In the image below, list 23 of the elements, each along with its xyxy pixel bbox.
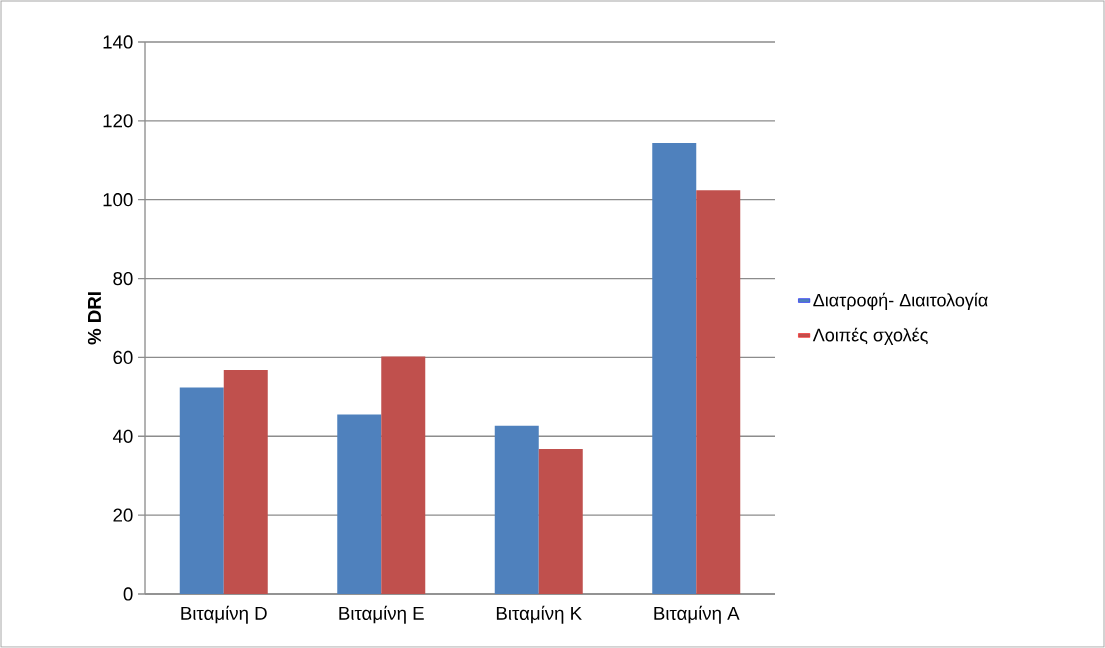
y-tick-label: 20 bbox=[113, 508, 133, 522]
legend-label: Λοιπές σχολές bbox=[812, 327, 928, 345]
y-tick-label: 0 bbox=[123, 587, 133, 601]
bar bbox=[337, 414, 382, 594]
bar bbox=[179, 387, 224, 594]
y-tick-label: 120 bbox=[103, 114, 133, 128]
y-tick-label: 140 bbox=[103, 35, 133, 49]
bar bbox=[538, 448, 583, 594]
bar bbox=[381, 356, 426, 594]
x-tick-label: Βιταμίνη K bbox=[496, 605, 582, 624]
x-tick-label: Βιταμίνη A bbox=[654, 605, 740, 624]
y-tick-label: 100 bbox=[103, 193, 133, 207]
bar bbox=[223, 370, 268, 594]
y-tick-label: 60 bbox=[113, 350, 133, 365]
x-tick-label: Βιταμίνη D bbox=[181, 605, 267, 624]
bar bbox=[652, 142, 697, 594]
legend-label: Διατροφή- Διαιτολογία bbox=[813, 292, 988, 311]
y-axis-title: % DRI bbox=[87, 292, 101, 345]
y-tick-label: 80 bbox=[113, 271, 133, 286]
bar bbox=[494, 425, 539, 594]
y-tick-label: 40 bbox=[112, 429, 133, 443]
x-tick-label: Βιταμίνη E bbox=[339, 605, 424, 624]
bar bbox=[696, 190, 741, 594]
